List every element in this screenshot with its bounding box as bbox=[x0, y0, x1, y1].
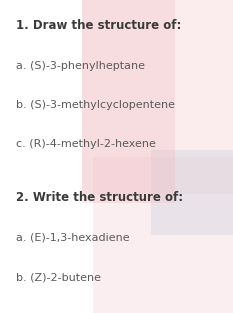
Text: b. (Z)-2-butene: b. (Z)-2-butene bbox=[16, 272, 101, 282]
Text: a. (S)-3-phenylheptane: a. (S)-3-phenylheptane bbox=[16, 61, 145, 71]
Text: b. (S)-3-methylcyclopentene: b. (S)-3-methylcyclopentene bbox=[16, 100, 175, 110]
Text: 2. Write the structure of:: 2. Write the structure of: bbox=[16, 191, 183, 204]
Polygon shape bbox=[82, 0, 175, 203]
Text: a. (E)-1,3-hexadiene: a. (E)-1,3-hexadiene bbox=[16, 233, 130, 243]
Polygon shape bbox=[93, 156, 233, 313]
Text: c. (R)-4-methyl-2-hexene: c. (R)-4-methyl-2-hexene bbox=[16, 139, 156, 149]
Polygon shape bbox=[151, 150, 233, 235]
Text: 1. Draw the structure of:: 1. Draw the structure of: bbox=[16, 18, 182, 32]
Polygon shape bbox=[82, 0, 233, 194]
